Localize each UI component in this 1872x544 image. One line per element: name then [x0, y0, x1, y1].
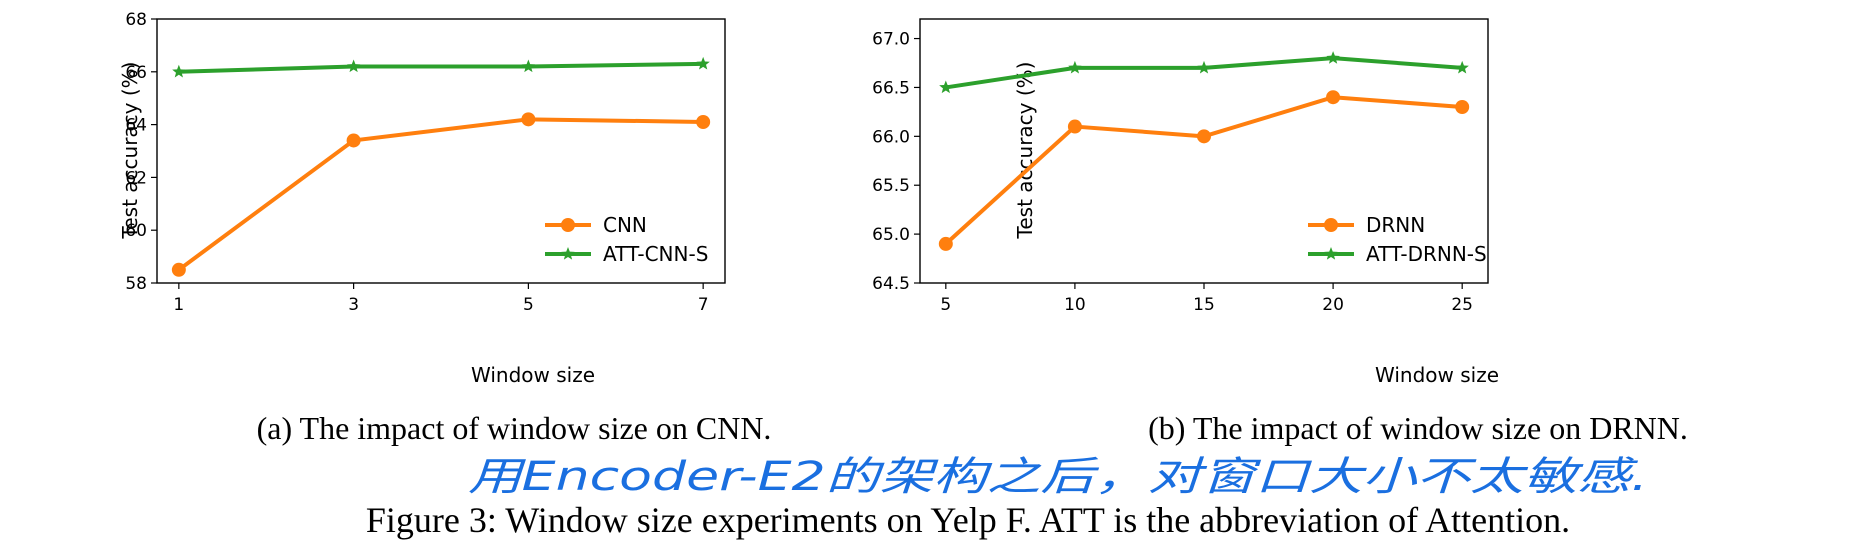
legend-marker-att-drnn-s — [1324, 247, 1338, 260]
data-point-drnn — [938, 236, 953, 251]
chart-cnn: Test accuracy (%) Window size 58 60 62 64 66… — [118, 10, 726, 387]
x-tick-label: 5 — [523, 295, 534, 315]
data-point-att-cnn-s — [521, 59, 536, 73]
data-point-att-drnn-s — [1455, 60, 1469, 74]
y-tick-label: 68 — [125, 10, 147, 30]
y-axis-label-left: Test accuracy (%) — [118, 62, 142, 240]
y-tick-label: 64 — [125, 116, 147, 136]
data-point-att-cnn-s — [346, 59, 361, 73]
x-axis-label-left: Window size — [471, 363, 595, 387]
legend-marker-drnn — [1324, 218, 1338, 232]
caption-b: (b) The impact of window size on DRNN. — [1148, 410, 1688, 446]
legend-label-cnn: CNN — [603, 213, 647, 237]
x-tick-label: 5 — [940, 295, 951, 315]
y-tick-label: 62 — [125, 168, 147, 188]
x-axis-label-right: Window size — [1375, 363, 1499, 387]
data-point-cnn — [521, 112, 536, 127]
x-tick-label: 7 — [698, 295, 709, 315]
y-tick-label: 65.5 — [872, 176, 910, 196]
series-line-cnn — [176, 117, 706, 272]
legend-marker-cnn — [561, 218, 575, 232]
data-point-att-drnn-s — [939, 80, 953, 94]
legend-label-att-cnn-s: ATT-CNN-S — [603, 242, 708, 266]
x-tick-label: 15 — [1193, 295, 1215, 315]
data-point-drnn — [1455, 100, 1470, 114]
data-point-cnn — [696, 114, 711, 129]
data-point-att-cnn-s — [172, 64, 186, 78]
y-tick-label: 58 — [125, 274, 147, 294]
series-line-att-cnn-s — [176, 61, 706, 74]
x-tick-label: 1 — [173, 295, 184, 315]
data-point-drnn — [1326, 90, 1341, 105]
data-point-drnn — [1197, 129, 1211, 144]
data-point-cnn — [171, 262, 186, 277]
legend-marker-att-cnn-s — [561, 247, 575, 260]
data-point-att-drnn-s — [1197, 60, 1211, 74]
data-point-cnn — [346, 133, 361, 148]
data-point-att-cnn-s — [696, 56, 710, 70]
y-tick-label: 66.5 — [872, 78, 910, 98]
figure-caption: Figure 3: Window size experiments on Yel… — [366, 500, 1570, 540]
data-point-att-drnn-s — [1068, 60, 1082, 74]
plot-frame — [156, 18, 726, 284]
y-tick-label: 60 — [125, 221, 147, 241]
x-tick-label: 25 — [1451, 295, 1473, 315]
y-tick-label: 67.0 — [872, 30, 910, 50]
handwritten-annotation: 用Encoder-E2的架构之后，对窗口大小不太敏感. — [468, 454, 1648, 500]
chart-drnn: Test accuracy (%) Window size 64.5 65.0 65… — [872, 18, 1499, 387]
y-tick-label: 66.0 — [872, 127, 910, 147]
x-tick-label: 20 — [1322, 295, 1344, 315]
legend-label-drnn: DRNN — [1366, 213, 1425, 237]
x-tick-label: 10 — [1064, 295, 1086, 315]
legend-label-att-drnn-s: ATT-DRNN-S — [1366, 242, 1487, 266]
data-point-att-drnn-s — [1326, 51, 1340, 64]
y-axis-label-right: Test accuracy (%) — [1013, 62, 1037, 240]
x-tick-label: 3 — [348, 295, 359, 315]
caption-a: (a) The impact of window size on CNN. — [257, 410, 772, 446]
y-tick-label: 64.5 — [872, 274, 910, 294]
data-point-drnn — [1067, 119, 1082, 134]
y-tick-label: 65.0 — [872, 225, 910, 245]
y-tick-label: 66 — [125, 63, 147, 83]
